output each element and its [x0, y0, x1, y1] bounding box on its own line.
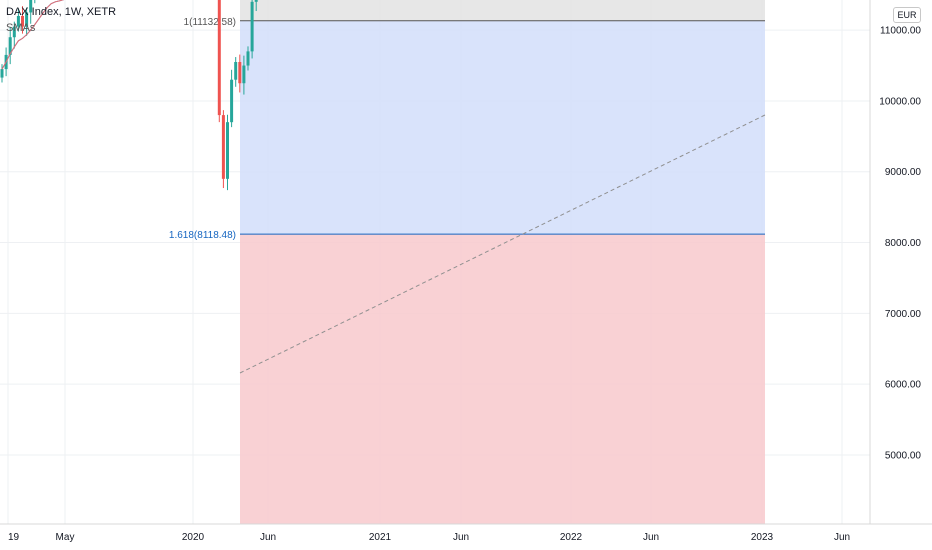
candle-body	[221, 115, 225, 179]
candle-body	[29, 0, 33, 13]
candle-body	[16, 15, 20, 27]
time-tick-label: 2020	[182, 532, 205, 543]
candle	[221, 110, 225, 189]
time-tick-label: 2023	[751, 532, 774, 543]
time-tick-label: 2021	[369, 532, 392, 543]
indicator-label[interactable]: SMAs	[6, 22, 36, 34]
candle-body	[250, 1, 254, 52]
price-tick-label: 11000.00	[880, 26, 921, 37]
price-axis-bg	[870, 0, 932, 550]
candle	[238, 54, 242, 93]
candle	[242, 55, 246, 95]
price-tick-label: 10000.00	[879, 96, 921, 107]
candle-body	[25, 12, 29, 27]
candle	[226, 114, 229, 191]
candle-body	[238, 62, 242, 84]
time-tick-label: Jun	[453, 532, 469, 543]
time-tick-label: May	[56, 532, 75, 543]
candle	[34, 0, 36, 4]
candle	[217, 0, 221, 123]
chart-title: DAX Index, 1W, XETR	[6, 6, 117, 18]
candle	[0, 64, 4, 83]
candle-body	[234, 62, 238, 80]
time-axis: 19 May 2020 Jun 2021 Jun 2022 Jun 2023 Jun	[0, 523, 932, 543]
candle	[29, 0, 33, 24]
candles	[0, 0, 258, 191]
candle	[12, 21, 16, 49]
fib-zone	[240, 0, 765, 21]
candle	[21, 6, 24, 34]
candle	[250, 0, 254, 59]
fib-level-label: 1.618(8118.48)	[169, 230, 236, 241]
time-tick-label: 2022	[560, 532, 583, 543]
candle-body	[254, 0, 258, 2]
candle-body	[246, 51, 250, 66]
time-tick-label: Jun	[834, 532, 850, 543]
candle	[16, 8, 20, 32]
candle-body	[21, 15, 24, 27]
candle-body	[230, 79, 234, 123]
time-tick-label: Jun	[643, 532, 659, 543]
fib-zone	[240, 20, 765, 235]
candle	[254, 0, 258, 12]
price-tick-label: 5000.00	[885, 450, 922, 461]
price-tick-label: 8000.00	[885, 238, 922, 249]
candle	[234, 57, 238, 87]
candle-body	[12, 26, 16, 38]
candle	[25, 7, 29, 36]
candle-body	[8, 37, 12, 55]
candle-body	[242, 65, 246, 84]
price-tick-label: 9000.00	[885, 167, 922, 178]
candle-body	[226, 122, 229, 179]
currency-button[interactable]: EUR	[893, 7, 921, 23]
price-axis: 5000.00 6000.00 7000.00 8000.00 9000.00 10000…	[869, 0, 932, 550]
candle	[230, 69, 234, 128]
fib-zone	[240, 234, 765, 524]
price-tick-label: 6000.00	[885, 380, 922, 391]
price-tick-label: 7000.00	[885, 309, 922, 320]
candle-body	[0, 69, 4, 78]
fib-level-label: 1(11132.58)	[184, 17, 236, 28]
fib-retracement: 0(16009.78)0.236(14858.76)0.382(14146.69…	[169, 0, 766, 524]
time-tick-label: 19	[8, 532, 20, 543]
time-tick-label: Jun	[260, 532, 276, 543]
candle-body	[217, 0, 221, 116]
candle	[8, 27, 12, 65]
candle	[246, 46, 250, 71]
